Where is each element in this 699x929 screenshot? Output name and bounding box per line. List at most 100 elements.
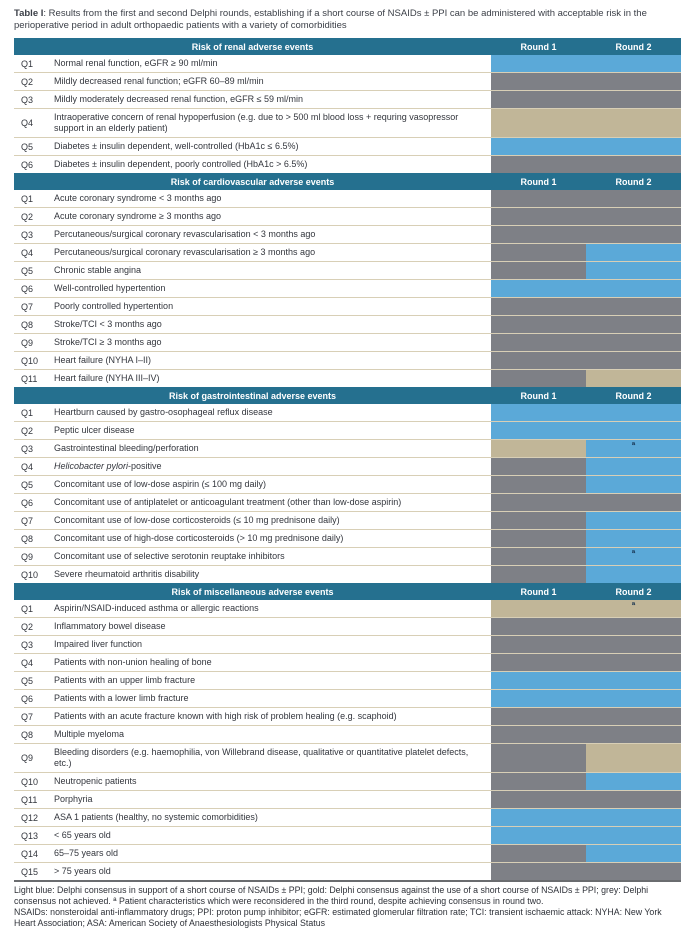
question-text-body: Patients with non-union healing of bone [54,657,212,667]
question-text: Concomitant use of high-dose corticoster… [54,530,491,547]
round2-consensus-cell [586,690,681,707]
question-text-body: ASA 1 patients (healthy, no systemic com… [54,812,258,822]
reconsidered-marker: ª [631,440,636,450]
question-number: Q4 [21,247,34,258]
question-number: Q2 [21,425,34,436]
question-text-body: Concomitant use of low-dose aspirin (≤ 1… [54,479,267,489]
question-text-body: > 75 years old [54,866,111,876]
round1-consensus-cell [491,262,586,279]
table-row: Q9 Stroke/TCI ≥ 3 months ago [14,333,681,351]
round1-consensus-cell [491,863,586,880]
table-row: Q10 Severe rheumatoid arthritis disabilit… [14,565,681,583]
table-row: Q15 > 75 years old [14,862,681,880]
question-text: Acute coronary syndrome < 3 months ago [54,190,491,207]
question-number: Q10 [21,776,39,787]
question-text-body: Concomitant use of antiplatelet or antic… [54,497,402,507]
round1-consensus-cell [491,404,586,421]
round2-consensus-cell: ª [586,600,681,617]
question-number: Q1 [21,407,34,418]
question-text: Gastrointestinal bleeding/perforation [54,440,491,457]
question-text-body: Impaired liver function [54,639,143,649]
table-row: Q3 Percutaneous/surgical coronary revascu… [14,225,681,243]
question-text-body: Acute coronary syndrome ≥ 3 months ago [54,211,222,221]
round1-consensus-cell [491,208,586,225]
question-text-body: Patients with an upper limb fracture [54,675,196,685]
round2-consensus-cell [586,726,681,743]
reconsidered-marker: ª [631,548,636,558]
round1-consensus-cell [491,316,586,333]
question-number: Q2 [21,211,34,222]
question-number: Q5 [21,265,34,276]
question-text: Mildly decreased renal function; eGFR 60… [54,73,491,90]
table-row: Q4 Helicobacter pylori-positive [14,457,681,475]
question-text: Patients with a lower limb fracture [54,690,491,707]
round1-consensus-cell [491,791,586,808]
round1-column-header: Round 1 [520,41,557,52]
round2-consensus-cell [586,262,681,279]
round1-consensus-cell [491,773,586,790]
round2-consensus-cell [586,352,681,369]
table-row: Q4 Patients with non-union healing of bon… [14,653,681,671]
question-number: Q10 [21,569,39,580]
section-header: Risk of cardiovascular adverse events Rou… [14,173,681,190]
question-number: Q5 [21,675,34,686]
round2-consensus-cell [586,512,681,529]
question-text: Heart failure (NYHA I–II) [54,352,491,369]
round2-consensus-cell [586,316,681,333]
question-text-body: Mildly decreased renal function; eGFR 60… [54,76,264,86]
table-row: Q14 65–75 years old [14,844,681,862]
round1-consensus-cell [491,827,586,844]
reconsidered-marker: ª [631,600,636,610]
round1-column-header: Round 1 [520,176,557,187]
question-text: Multiple myeloma [54,726,491,743]
round2-consensus-cell [586,845,681,862]
question-text-body: Inflammatory bowel disease [54,621,166,631]
question-text: Concomitant use of low-dose corticostero… [54,512,491,529]
table-section: Risk of renal adverse events Round 1 Round… [14,38,681,173]
question-number: Q1 [21,193,34,204]
round2-consensus-cell [586,298,681,315]
round1-consensus-cell [491,55,586,72]
round1-consensus-cell [491,845,586,862]
question-number: Q11 [21,794,38,805]
round1-consensus-cell [491,458,586,475]
question-text-body: Normal renal function, eGFR ≥ 90 ml/min [54,58,218,68]
round1-consensus-cell [491,73,586,90]
question-number: Q6 [21,497,34,508]
table-row: Q7 Patients with an acute fracture known … [14,707,681,725]
round1-consensus-cell [491,476,586,493]
question-number: Q8 [21,729,34,740]
table-row: Q5 Chronic stable angina [14,261,681,279]
section-header: Risk of gastrointestinal adverse events R… [14,387,681,404]
question-text-body: Heartburn caused by gastro-osophageal re… [54,407,273,417]
round1-consensus-cell [491,440,586,457]
table-row: Q9 Concomitant use of selective serotonin… [14,547,681,565]
round2-column-header: Round 2 [615,390,652,401]
question-text: Neutropenic patients [54,773,491,790]
table-caption-label: Table I [14,8,44,19]
table-row: Q3 Mildly moderately decreased renal func… [14,90,681,108]
round2-consensus-cell [586,636,681,653]
question-text: Heart failure (NYHA III–IV) [54,370,491,387]
question-text-body: Peptic ulcer disease [54,425,135,435]
question-number: Q14 [21,848,39,859]
round1-consensus-cell [491,91,586,108]
table-row: Q1 Aspirin/NSAID-induced asthma or allerg… [14,600,681,617]
question-text: Severe rheumatoid arthritis disability [54,566,491,583]
table-row: Q7 Poorly controlled hypertention [14,297,681,315]
question-number: Q2 [21,76,34,87]
question-number: Q4 [21,118,34,128]
table-row: Q2 Acute coronary syndrome ≥ 3 months ago [14,207,681,225]
question-text-body: Well-controlled hypertention [54,283,166,293]
question-text: Poorly controlled hypertention [54,298,491,315]
round2-consensus-cell [586,672,681,689]
round1-consensus-cell [491,726,586,743]
round1-consensus-cell [491,690,586,707]
table-row: Q3 Gastrointestinal bleeding/perforation ª [14,439,681,457]
question-number: Q5 [21,141,34,152]
question-text-body: -positive [128,461,162,471]
table-row: Q11 Heart failure (NYHA III–IV) [14,369,681,387]
footnote-abbreviations: NSAIDs: nonsteroidal anti-inflammatory d… [14,907,662,928]
table-row: Q6 Patients with a lower limb fracture [14,689,681,707]
